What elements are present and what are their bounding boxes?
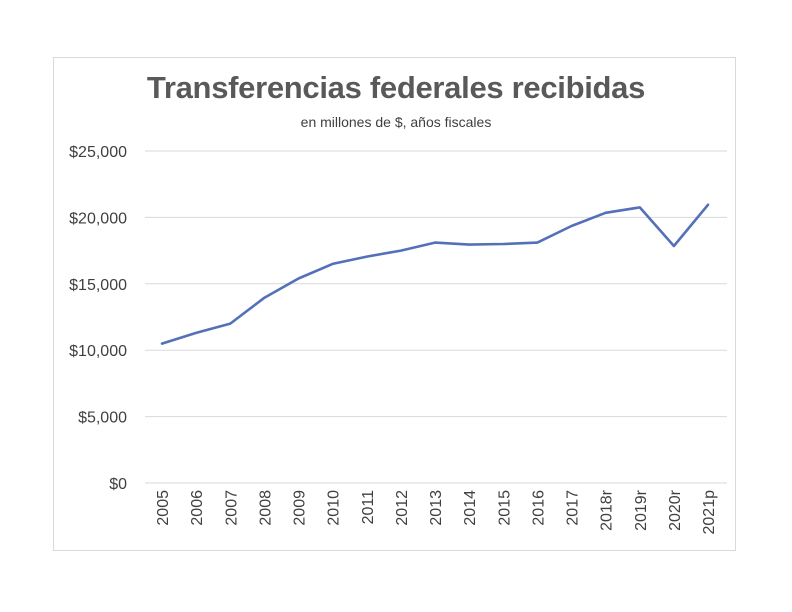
data-point	[672, 244, 676, 248]
series-group	[160, 203, 710, 346]
series-line	[160, 203, 710, 345]
data-point	[331, 262, 335, 266]
data-point	[262, 296, 266, 300]
x-tick-label: 2007	[223, 490, 240, 526]
chart-subtitle: en millones de $, años fiscales	[300, 114, 492, 130]
gridlines	[145, 150, 727, 484]
data-point	[228, 322, 232, 326]
y-axis-tick-labels: $0 $5,000 $10,000 $15,000 $20,000 $25,000	[69, 144, 127, 493]
chart-frame	[53, 57, 736, 551]
x-tick-label: 2009	[292, 490, 309, 526]
data-point	[467, 243, 471, 247]
x-axis-tick-labels: 2005 2006 2007 2008 2009 2010 2011 2012 2013 2014…	[155, 489, 718, 534]
chart-title: Transferencias federales recibidas	[146, 70, 646, 105]
data-point	[535, 241, 539, 245]
x-tick-label: 2014	[462, 490, 479, 526]
data-point	[501, 242, 505, 246]
x-tick-label: 2018r	[599, 489, 616, 531]
x-tick-label: 2006	[189, 490, 206, 526]
y-tick-label: $25,000	[69, 144, 127, 161]
x-tick-label: 2013	[428, 490, 445, 526]
x-tick-label: 2015	[496, 490, 513, 526]
y-tick-label: $15,000	[69, 277, 127, 294]
data-point	[433, 241, 437, 245]
x-tick-label: 2021p	[701, 490, 718, 535]
x-tick-label: 2010	[326, 490, 343, 526]
x-tick-label: 2017	[565, 490, 582, 526]
x-tick-label: 2012	[394, 490, 411, 526]
x-tick-label: 2005	[155, 490, 172, 526]
x-tick-label: 2008	[257, 490, 274, 526]
data-point	[638, 205, 642, 209]
x-tick-label: 2020r	[667, 489, 684, 531]
data-point	[399, 249, 403, 253]
x-tick-label: 2011	[360, 490, 377, 525]
data-point	[160, 342, 164, 346]
y-tick-label: $5,000	[78, 410, 127, 427]
data-point	[194, 331, 198, 335]
data-point	[706, 203, 710, 207]
data-point	[365, 255, 369, 259]
y-tick-label: $20,000	[69, 210, 127, 227]
y-tick-label: $0	[109, 476, 127, 493]
x-tick-label: 2016	[530, 490, 547, 526]
data-point	[570, 224, 574, 228]
data-point	[297, 276, 301, 280]
data-point	[604, 211, 608, 215]
y-tick-label: $10,000	[69, 343, 127, 360]
x-tick-label: 2019r	[633, 489, 650, 531]
